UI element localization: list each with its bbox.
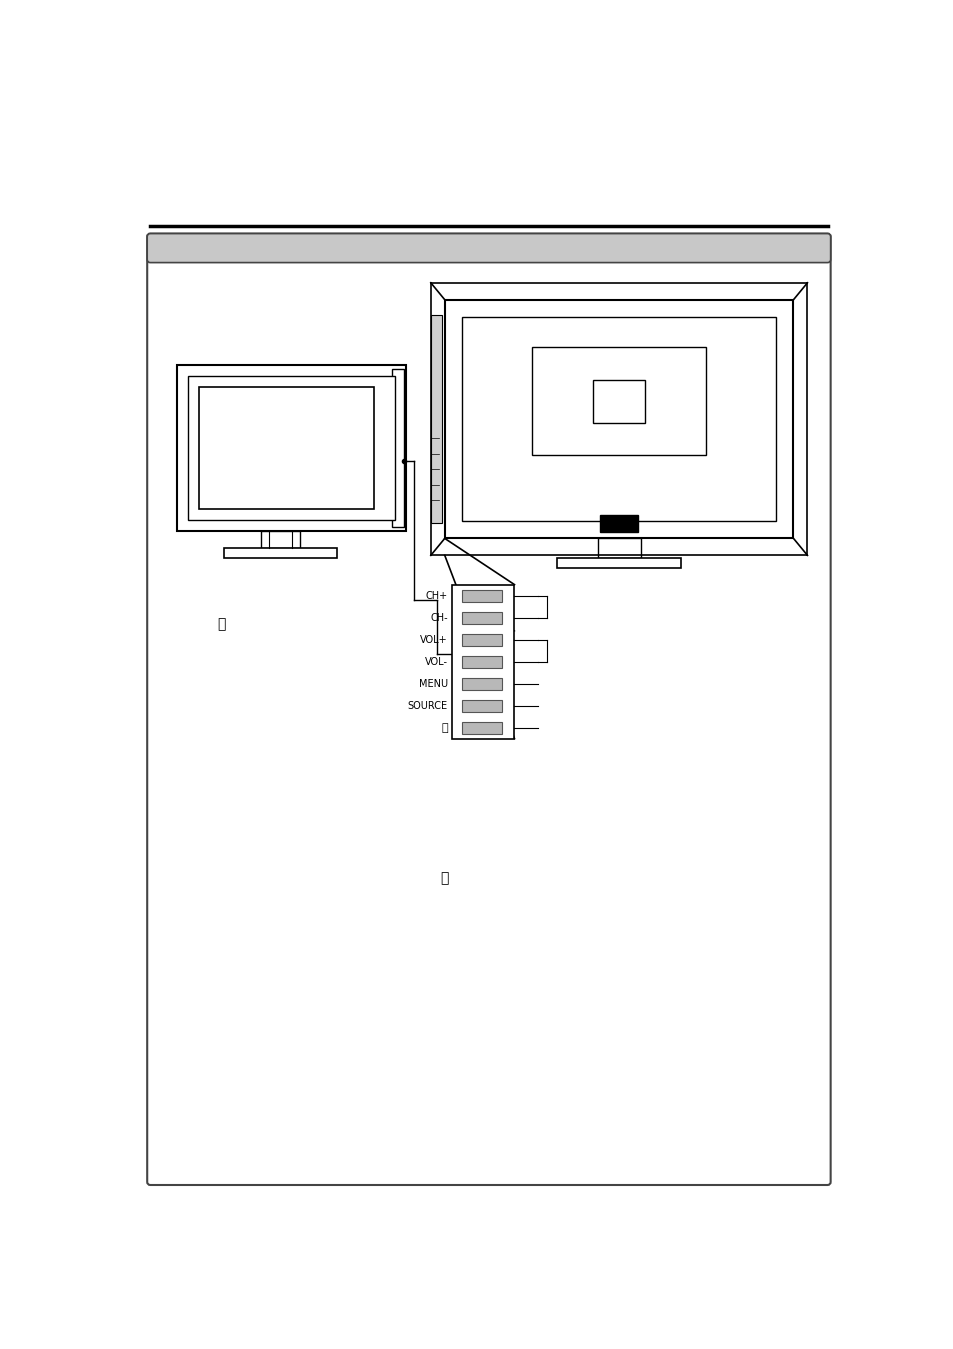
Text: ⏻: ⏻ bbox=[440, 723, 447, 733]
Bar bbox=[598, 538, 640, 557]
Bar bbox=[461, 317, 776, 522]
Bar bbox=[461, 611, 501, 623]
Bar bbox=[444, 299, 793, 538]
Bar bbox=[599, 515, 638, 533]
Bar bbox=[392, 370, 404, 527]
Text: ⏻: ⏻ bbox=[217, 616, 226, 631]
Bar bbox=[431, 316, 441, 523]
Bar bbox=[177, 366, 406, 530]
Bar bbox=[452, 584, 514, 739]
Text: CH-: CH- bbox=[430, 612, 447, 623]
Bar bbox=[557, 557, 680, 568]
Bar bbox=[461, 590, 501, 602]
FancyBboxPatch shape bbox=[147, 233, 830, 1184]
Text: CH+: CH+ bbox=[425, 591, 447, 600]
Bar bbox=[461, 634, 501, 646]
Bar bbox=[593, 379, 644, 422]
Bar bbox=[224, 548, 336, 558]
Bar bbox=[461, 656, 501, 668]
Text: SOURCE: SOURCE bbox=[407, 700, 447, 711]
Bar bbox=[199, 387, 374, 509]
Bar bbox=[461, 722, 501, 734]
Bar bbox=[461, 700, 501, 712]
FancyBboxPatch shape bbox=[147, 233, 830, 263]
Text: VOL+: VOL+ bbox=[419, 634, 447, 645]
Bar bbox=[461, 677, 501, 689]
Text: ⏻: ⏻ bbox=[440, 871, 449, 885]
Text: MENU: MENU bbox=[418, 679, 447, 688]
Bar bbox=[532, 348, 705, 455]
Bar bbox=[260, 530, 299, 548]
Text: VOL-: VOL- bbox=[424, 657, 447, 666]
Bar bbox=[188, 376, 395, 519]
